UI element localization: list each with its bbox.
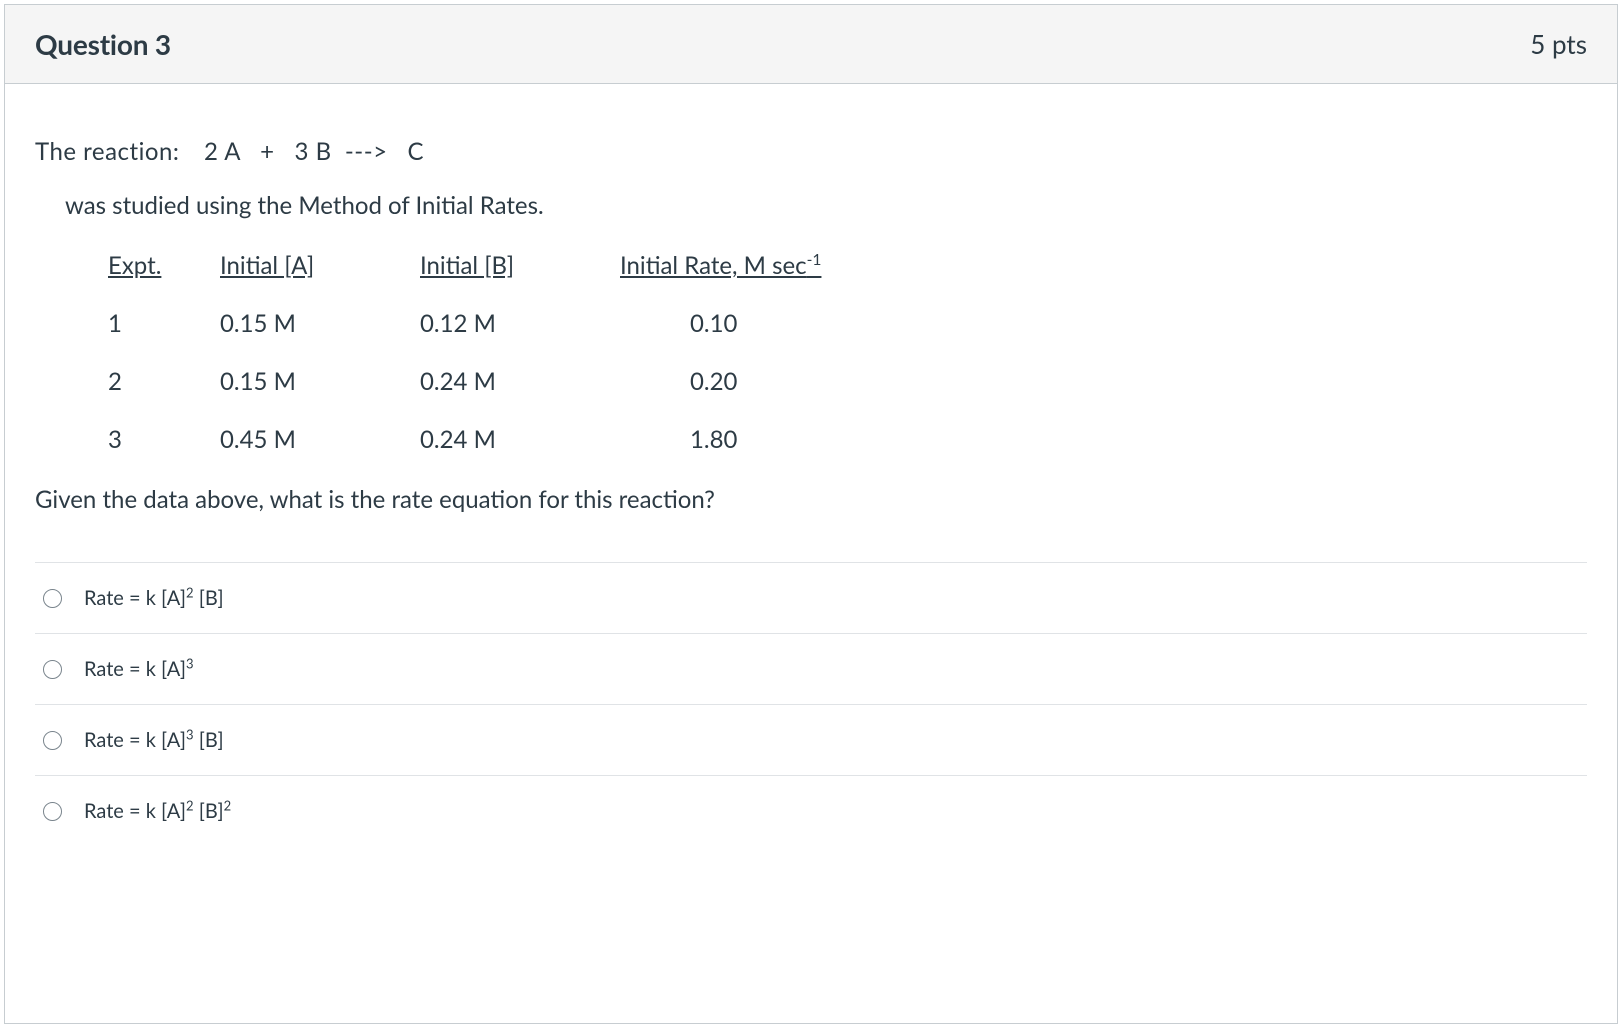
cell-rate: 0.10 (620, 306, 940, 342)
opt-sup1: 3 (186, 655, 194, 671)
question-header: Question 3 5 pts (5, 5, 1617, 84)
cell-b: 0.24 M (420, 364, 620, 400)
cell-expt: 2 (90, 364, 220, 400)
answer-option[interactable]: Rate = k [A]3 [B] (35, 704, 1587, 775)
rate-header-sup: -1 (807, 251, 822, 269)
cell-b: 0.24 M (420, 422, 620, 458)
radio-icon[interactable] (43, 802, 62, 821)
option-text: Rate = k [A]2 [B]2 (84, 796, 231, 826)
question-title: Question 3 (35, 27, 171, 61)
opt-sup2: 2 (224, 797, 232, 813)
answer-list: Rate = k [A]2 [B] Rate = k [A]3 Rate = k… (35, 562, 1587, 846)
col-header-rate: Initial Rate, M sec-1 (620, 248, 940, 284)
table-header-row: Expt. Initial [A] Initial [B] Initial Ra… (90, 248, 1587, 284)
cell-a: 0.15 M (220, 306, 420, 342)
data-table: Expt. Initial [A] Initial [B] Initial Ra… (90, 248, 1587, 458)
answer-option[interactable]: Rate = k [A]2 [B] (35, 562, 1587, 633)
radio-icon[interactable] (43, 589, 62, 608)
opt-sup1: 2 (186, 584, 194, 600)
option-text: Rate = k [A]3 (84, 654, 194, 684)
radio-icon[interactable] (43, 731, 62, 750)
opt-pre: Rate = k [A] (84, 728, 186, 752)
opt-sup1: 2 (186, 797, 194, 813)
opt-pre: Rate = k [A] (84, 586, 186, 610)
cell-expt: 3 (90, 422, 220, 458)
opt-pre: Rate = k [A] (84, 799, 186, 823)
reaction-label: The reaction: (35, 137, 179, 166)
reaction-line: The reaction: 2 A + 3 B ---> C (35, 134, 1587, 170)
opt-mid: [B] (194, 799, 224, 823)
question-body: The reaction: 2 A + 3 B ---> C was studi… (5, 84, 1617, 856)
answer-option[interactable]: Rate = k [A]2 [B]2 (35, 775, 1587, 846)
cell-b: 0.12 M (420, 306, 620, 342)
opt-sup1: 3 (186, 726, 194, 742)
question-points: 5 pts (1530, 28, 1587, 60)
reaction-equation: 2 A + 3 B ---> C (204, 137, 424, 166)
col-header-a: Initial [A] (220, 248, 420, 284)
method-subtitle: was studied using the Method of Initial … (65, 188, 1587, 224)
cell-rate: 1.80 (620, 422, 940, 458)
opt-pre: Rate = k [A] (84, 657, 186, 681)
cell-a: 0.15 M (220, 364, 420, 400)
table-row: 3 0.45 M 0.24 M 1.80 (90, 422, 1587, 458)
closing-question: Given the data above, what is the rate e… (35, 482, 1587, 518)
table-row: 1 0.15 M 0.12 M 0.10 (90, 306, 1587, 342)
option-text: Rate = k [A]3 [B] (84, 725, 224, 755)
cell-expt: 1 (90, 306, 220, 342)
option-text: Rate = k [A]2 [B] (84, 583, 224, 613)
question-card: Question 3 5 pts The reaction: 2 A + 3 B… (4, 4, 1618, 1024)
cell-a: 0.45 M (220, 422, 420, 458)
col-header-b: Initial [B] (420, 248, 620, 284)
col-header-expt: Expt. (90, 248, 220, 284)
opt-mid: [B] (194, 728, 224, 752)
table-row: 2 0.15 M 0.24 M 0.20 (90, 364, 1587, 400)
answer-option[interactable]: Rate = k [A]3 (35, 633, 1587, 704)
cell-rate: 0.20 (620, 364, 940, 400)
rate-header-text: Initial Rate, M sec (620, 251, 807, 280)
opt-mid: [B] (194, 586, 224, 610)
radio-icon[interactable] (43, 660, 62, 679)
